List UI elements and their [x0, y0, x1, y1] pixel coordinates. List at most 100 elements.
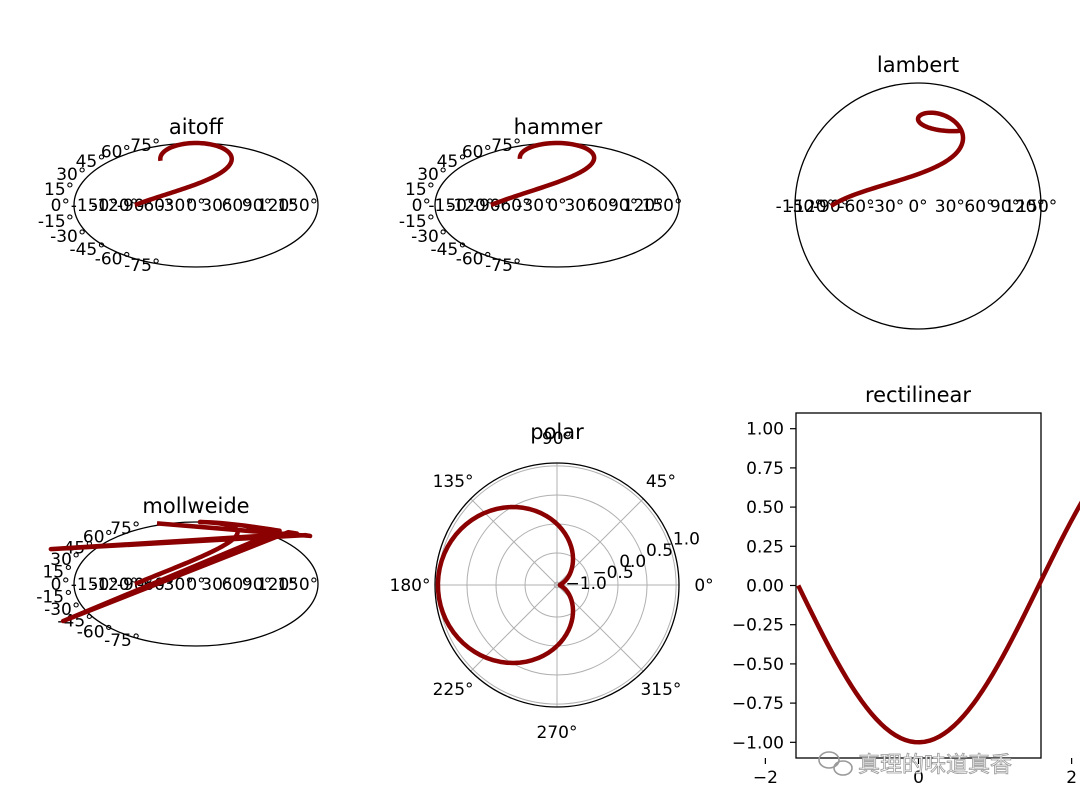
x-tick-labels: -150°-120°-90°-60°-30°0°30°60°90°120°150… — [776, 197, 1058, 217]
x-tick-label: -60° — [838, 197, 874, 217]
y-tick-label: 30° — [417, 165, 447, 185]
x-tick-label: 90° — [990, 197, 1020, 217]
subplot-rectilinear: rectilinear −2 0 2 −1.00 −0.75 −0.50 −0.25 0.0… — [732, 383, 1080, 788]
x-tick-label: 90° — [608, 196, 638, 216]
x-tick-label: 90° — [242, 575, 272, 595]
x-tick-label: -30° — [868, 197, 904, 217]
x-tick-label: -30° — [516, 196, 552, 216]
wechat-icon — [818, 751, 853, 776]
subplot-title: polar — [530, 420, 584, 444]
y-tick-label: 0.75 — [746, 459, 784, 479]
x-tick-label: 150° — [277, 196, 318, 216]
subplot-aitoff: aitoff -150°-120°-90°-60°-30°0°30°60°90°… — [38, 115, 319, 276]
y-tick-label: 75° — [491, 136, 521, 156]
theta-tick-label: 225° — [433, 680, 474, 700]
subplot-mollweide: mollweide -150°-120°-90°-60°-30°0°30°60°… — [36, 494, 319, 651]
y-tick-label: −0.75 — [732, 694, 784, 714]
r-tick-label: −0.5 — [592, 563, 633, 583]
y-tick-label: 30° — [56, 165, 86, 185]
x-tick-label: 120° — [623, 196, 664, 216]
r-tick-label: 0.0 — [619, 552, 646, 572]
y-ticks: −1.00 −0.75 −0.50 −0.25 0.00 0.25 0.50 0.75 1.00 — [732, 420, 796, 753]
r-tick-label: 1.0 — [673, 530, 700, 550]
x-tick-labels: -150°-120°-90°-60°-30°0°30°60°90°120°150… — [428, 196, 682, 216]
y-tick-label: 15° — [405, 180, 435, 200]
y-tick-label: 45° — [76, 152, 106, 172]
x-tick-labels: -150°-120°-90°-60°-30°0°30°60°90°120°150… — [71, 575, 318, 595]
y-tick-labels: -75°-60°-45°-30°-15°0°15°30°45°60°75° — [38, 136, 161, 276]
x-tick-label: 150° — [642, 196, 683, 216]
y-tick-label: 30° — [50, 550, 80, 570]
y-tick-label: -75° — [485, 256, 521, 276]
y-tick-label: −0.25 — [732, 616, 784, 636]
y-tick-label: 0° — [51, 196, 70, 216]
x-tick-label: 0° — [908, 197, 927, 217]
r-tick-labels: −1.0−0.50.00.51.0 — [566, 530, 700, 594]
y-tick-label: -60° — [77, 622, 113, 642]
x-tick-label: 30° — [201, 196, 231, 216]
subplot-title: hammer — [514, 115, 603, 139]
theta-tick-labels: 0° 45° 90° 135° 180° 225° 270° 315° — [390, 429, 714, 743]
x-tick-label: 60° — [222, 575, 252, 595]
series-line — [435, 504, 576, 666]
y-tick-label: 15° — [42, 562, 72, 582]
y-tick-label: 75° — [110, 519, 140, 539]
projection-frame — [73, 521, 319, 647]
x-tick-label: 120° — [257, 196, 298, 216]
y-tick-label: -30° — [50, 227, 86, 247]
x-tick-label: -120° — [91, 196, 138, 216]
x-tick-label: 0° — [186, 575, 205, 595]
y-tick-label: 45° — [437, 152, 467, 172]
y-tick-label: -60° — [456, 250, 492, 270]
theta-tick-label: 0° — [694, 576, 713, 596]
y-tick-label: −1.00 — [732, 733, 784, 753]
series-line — [134, 140, 234, 208]
polar-frame — [434, 462, 680, 708]
y-tick-label: 0.25 — [746, 537, 784, 557]
subplot-title: lambert — [877, 53, 959, 77]
y-tick-label: 60° — [462, 142, 492, 162]
series-line — [796, 500, 1080, 745]
x-tick-label: 30° — [564, 196, 594, 216]
y-tick-labels: -75°-60°-45°-30°-15°0°15°30°45°60°75° — [399, 136, 522, 276]
y-tick-label: -15° — [38, 212, 74, 232]
y-tick-label: 60° — [101, 142, 131, 162]
axes-frame — [795, 412, 1042, 759]
x-tick-label: −2 — [753, 768, 778, 788]
x-tick-label: -150° — [71, 575, 118, 595]
x-tick-labels: -150°-120°-90°-60°-30°0°30°60°90°120°150… — [71, 196, 318, 216]
polar-grid — [435, 463, 679, 707]
x-tick-label: 60° — [587, 196, 617, 216]
theta-tick-label: 135° — [433, 472, 474, 492]
x-tick-label: 30° — [201, 575, 231, 595]
x-tick-label: 30° — [935, 197, 965, 217]
theta-tick-label: 180° — [390, 576, 431, 596]
subplot-polar: 0° 45° 90° 135° 180° 225° 270° 315° −1.0−0.50.0… — [390, 420, 714, 743]
y-tick-label: -75° — [104, 631, 140, 651]
x-tick-label: -120° — [447, 196, 494, 216]
projection-frame — [794, 82, 1042, 330]
x-tick-label: -30° — [158, 196, 194, 216]
x-tick-label: -120° — [788, 197, 835, 217]
x-tick-label: 120° — [1004, 197, 1045, 217]
y-tick-label: -15° — [36, 588, 72, 608]
y-tick-label: -60° — [95, 250, 131, 270]
y-tick-label: 0° — [412, 196, 431, 216]
y-tick-label: -45° — [57, 612, 93, 632]
y-tick-label: -15° — [399, 212, 435, 232]
x-ticks: −2 0 2 — [753, 758, 1077, 788]
x-tick-label: 2 — [1066, 768, 1077, 788]
x-tick-label: 0° — [547, 196, 566, 216]
x-tick-label: 150° — [1016, 197, 1057, 217]
y-tick-label: 0.00 — [746, 577, 784, 597]
x-tick-label: -150° — [776, 197, 823, 217]
y-tick-label: -75° — [124, 256, 160, 276]
theta-tick-label: 90° — [542, 429, 572, 449]
y-tick-label: 60° — [83, 528, 113, 548]
y-tick-label: -45° — [430, 240, 466, 260]
subplot-title: aitoff — [169, 115, 224, 139]
series-line — [48, 519, 313, 624]
y-tick-label: 0° — [51, 575, 70, 595]
y-tick-label: 15° — [44, 180, 74, 200]
